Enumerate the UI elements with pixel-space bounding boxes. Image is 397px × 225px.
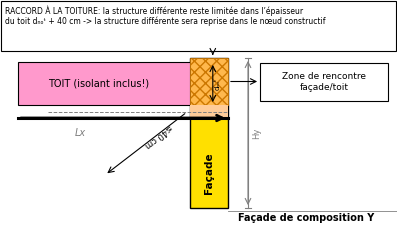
Bar <box>1 1 396 51</box>
Text: ≤40 cm: ≤40 cm <box>142 122 174 149</box>
Text: Zone de rencontre
façade/toit: Zone de rencontre façade/toit <box>282 72 366 92</box>
Bar <box>18 62 190 105</box>
Text: dₙₒᵗ: dₙₒᵗ <box>215 77 221 90</box>
Bar <box>190 105 228 119</box>
Text: TOIT (isolant inclus!): TOIT (isolant inclus!) <box>48 79 150 88</box>
Bar <box>190 58 228 105</box>
Text: du toit dₙₒᵗ + 40 cm -> la structure différente sera reprise dans le nœud constr: du toit dₙₒᵗ + 40 cm -> la structure dif… <box>5 16 326 25</box>
Bar <box>260 63 388 101</box>
Text: Façade de composition Y: Façade de composition Y <box>238 213 374 223</box>
Text: Façade: Façade <box>204 153 214 194</box>
Bar <box>190 58 228 208</box>
Text: Hy: Hy <box>252 127 261 139</box>
Text: RACCORD À LA TOITURE: la structure différente reste limitée dans l’épaisseur: RACCORD À LA TOITURE: la structure diffé… <box>5 5 303 16</box>
Text: Lx: Lx <box>75 128 86 138</box>
